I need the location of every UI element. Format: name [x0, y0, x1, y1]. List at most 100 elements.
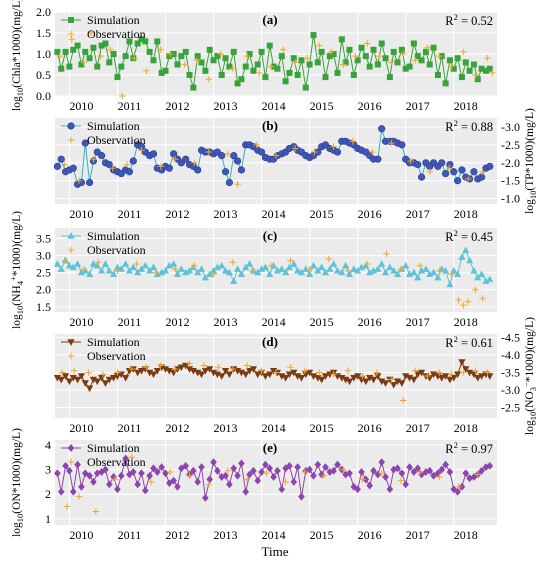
observation-point [340, 466, 347, 473]
simulation-point [154, 468, 161, 476]
simulation-point [285, 371, 294, 379]
simulation-point [405, 375, 414, 382]
observation-point [344, 267, 352, 275]
observation-point [99, 371, 107, 378]
simulation-point [90, 477, 97, 486]
panel-a: 0.0 0.5 1.0 1.5 2.0 2010 2011 2012 2013 2014 2015 2… [11, 0, 497, 113]
observation-point [171, 265, 179, 273]
observation-point [75, 493, 83, 500]
simulation-point [250, 67, 257, 74]
observation-point [388, 376, 395, 383]
x-tick-label: 2012 [166, 421, 190, 435]
simulation-point [342, 261, 350, 269]
simulation-point [454, 371, 462, 379]
legend-label-observation: Observation [87, 455, 146, 469]
simulation-point [330, 260, 338, 267]
legend-label-observation: Observation [87, 243, 146, 257]
observation-point [472, 286, 479, 293]
simulation-point [454, 55, 461, 62]
observation-point [128, 454, 136, 461]
observation-point [107, 46, 114, 53]
simulation-point [238, 76, 245, 83]
panel-label: (e) [263, 440, 277, 455]
observation-point [255, 69, 263, 77]
simulation-point [290, 260, 298, 267]
simulation-point [334, 69, 341, 76]
simulation-point [214, 466, 221, 475]
simulation-point [478, 173, 486, 181]
observation-point [152, 269, 160, 276]
simulation-point [206, 366, 214, 373]
x-tick-label: 2010 [69, 528, 93, 542]
simulation-point [173, 366, 182, 373]
simulation-point [149, 150, 158, 158]
x-tick-label: 2011 [118, 421, 142, 435]
simulation-point [470, 61, 477, 68]
x-axis-label: Time [262, 544, 289, 559]
observation-point [424, 372, 431, 380]
simulation-point [486, 461, 494, 470]
simulation-point [345, 378, 354, 386]
observation-point [85, 369, 92, 376]
x-tick-label: 2016 [358, 315, 382, 329]
simulation-point [174, 482, 181, 491]
x-tick-label: 2016 [358, 528, 382, 542]
observation-point [215, 364, 222, 371]
simulation-point [414, 464, 422, 473]
observation-point [90, 156, 97, 163]
observation-point [292, 145, 299, 152]
simulation-point [426, 61, 433, 68]
simulation-point [254, 268, 262, 276]
simulation-point [398, 380, 406, 387]
simulation-point [185, 266, 194, 274]
simulation-point [218, 261, 226, 269]
simulation-point [130, 468, 137, 476]
observation-point [484, 369, 491, 376]
simulation-point [93, 378, 101, 386]
simulation-point [298, 492, 305, 501]
simulation-point [214, 53, 221, 60]
simulation-point [350, 265, 358, 272]
y-tick-label: 2.0 [36, 283, 51, 297]
observation-point [205, 76, 212, 83]
simulation-point [190, 84, 197, 91]
simulation-point [74, 460, 81, 469]
simulation-point [450, 168, 458, 176]
simulation-point [238, 459, 245, 468]
simulation-point [113, 373, 122, 380]
x-tick-label: 2018 [454, 528, 478, 542]
simulation-point [261, 373, 270, 380]
simulation-point [414, 371, 422, 379]
observation-point [344, 367, 352, 374]
observation-point [330, 143, 337, 150]
simulation-point [442, 80, 449, 87]
x-tick-label: 2010 [69, 315, 93, 329]
simulation-point [122, 454, 129, 463]
simulation-point [326, 371, 334, 379]
observation-point [128, 365, 136, 373]
simulation-point [141, 366, 149, 373]
simulation-point [66, 63, 73, 70]
simulation-point [378, 260, 386, 267]
observation-point [87, 29, 95, 37]
simulation-point [197, 265, 206, 272]
simulation-point [222, 471, 229, 480]
simulation-point [282, 375, 290, 382]
simulation-point [134, 268, 142, 276]
simulation-point [221, 368, 230, 375]
observation-point [460, 369, 467, 376]
simulation-point [454, 177, 462, 185]
simulation-point [482, 463, 490, 472]
simulation-point [93, 261, 101, 269]
legend-marker-simulation [67, 444, 75, 452]
simulation-point [458, 74, 465, 81]
simulation-point [153, 368, 161, 375]
observation-point [472, 367, 479, 374]
simulation-point [149, 263, 158, 271]
simulation-point [129, 157, 137, 165]
simulation-point [370, 46, 377, 53]
simulation-point [390, 266, 398, 274]
y-tick-label: 2.0 [36, 5, 51, 19]
observation-point [397, 265, 405, 273]
